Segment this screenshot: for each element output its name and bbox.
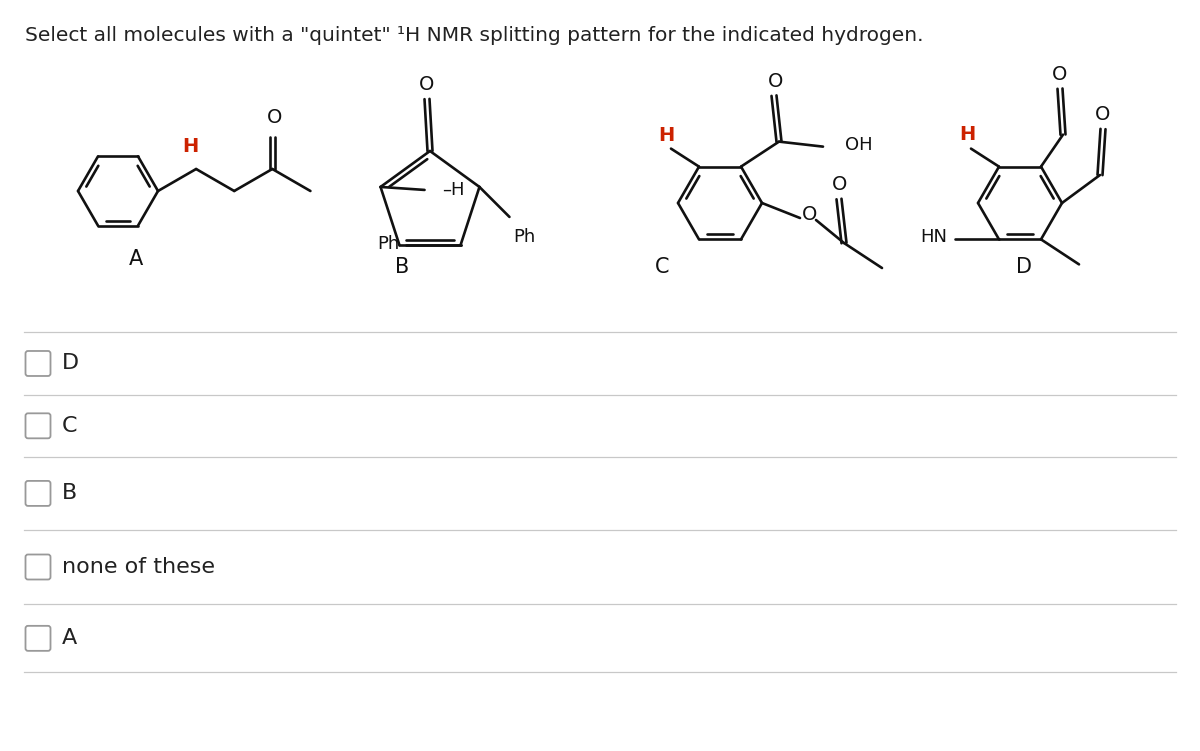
Text: O: O <box>419 76 434 95</box>
Text: –H: –H <box>443 181 466 199</box>
Text: Ph: Ph <box>514 228 535 246</box>
Text: A: A <box>128 249 143 269</box>
Text: Select all molecules with a "quintet" ¹H NMR splitting pattern for the indicated: Select all molecules with a "quintet" ¹H… <box>25 26 924 45</box>
Text: O: O <box>833 176 847 195</box>
Text: O: O <box>1052 65 1068 84</box>
Text: C: C <box>655 257 670 277</box>
FancyBboxPatch shape <box>25 481 50 506</box>
Text: OH: OH <box>845 136 872 154</box>
Text: O: O <box>266 108 282 127</box>
Text: O: O <box>1096 105 1111 125</box>
Text: H: H <box>182 137 198 156</box>
Text: HN: HN <box>920 228 947 246</box>
Text: B: B <box>395 257 409 277</box>
Text: H: H <box>658 126 674 145</box>
FancyBboxPatch shape <box>25 626 50 651</box>
Text: B: B <box>62 484 77 503</box>
Text: O: O <box>802 204 817 224</box>
FancyBboxPatch shape <box>25 351 50 376</box>
Text: D: D <box>62 354 79 373</box>
Text: C: C <box>62 416 78 436</box>
FancyBboxPatch shape <box>25 554 50 580</box>
Text: H: H <box>959 125 976 144</box>
Text: A: A <box>62 629 77 648</box>
Text: none of these: none of these <box>62 557 215 577</box>
Text: O: O <box>768 72 784 91</box>
Text: D: D <box>1016 257 1032 277</box>
FancyBboxPatch shape <box>25 413 50 439</box>
Text: Ph: Ph <box>377 235 400 253</box>
